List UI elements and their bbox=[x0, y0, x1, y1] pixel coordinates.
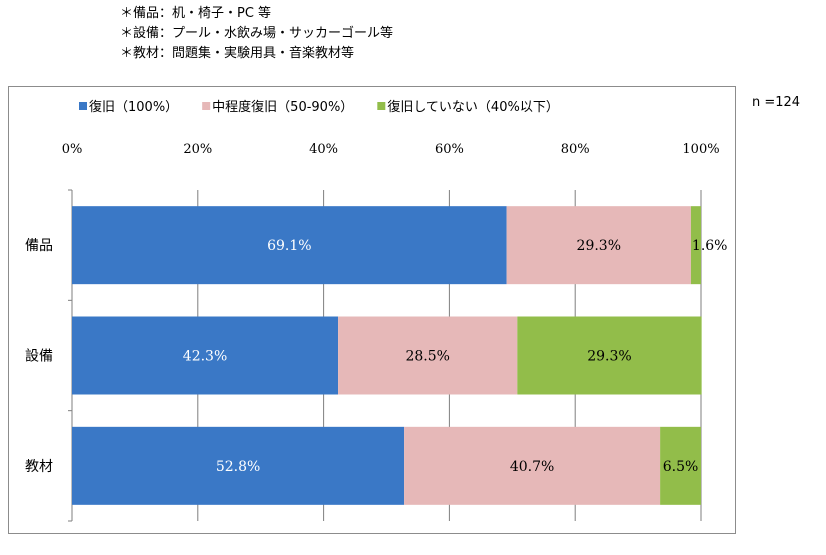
note-facilities: ＊設備：プール・水飲み場・サッカーゴール等 bbox=[120, 26, 394, 41]
category-label-3: 教材 bbox=[25, 459, 53, 475]
bar-3-series-1 bbox=[72, 426, 405, 505]
note-equipment: ＊備品：机・椅子・PC 等 bbox=[120, 6, 272, 21]
x-tick-label-4: 80% bbox=[561, 142, 590, 157]
data-label-3-1: 52.8% bbox=[216, 459, 260, 475]
stacked-bar-chart: 復旧（100%） 中程度復旧（50-90%） 復旧していない（40%以下） 0% 20%… bbox=[25, 99, 728, 522]
category-notes: ＊備品：机・椅子・PC 等 ＊設備：プール・水飲み場・サッカーゴール等 ＊教材：… bbox=[120, 4, 393, 64]
bar-2-series-3 bbox=[517, 316, 702, 395]
bar-1-series-1 bbox=[72, 206, 507, 285]
data-label-1-1: 69.1% bbox=[267, 238, 311, 254]
data-label-2-3: 29.3% bbox=[587, 349, 631, 365]
sample-size-label: n =124 bbox=[752, 95, 801, 110]
legend-label-2: 中程度復旧（50-90%） bbox=[212, 99, 353, 115]
data-label-3-3: 6.5% bbox=[663, 459, 699, 475]
bar-3-series-3 bbox=[660, 426, 701, 505]
x-tick-label-2: 40% bbox=[309, 142, 338, 157]
x-tick-label-5: 100% bbox=[682, 142, 719, 157]
data-label-1-2: 29.3% bbox=[577, 238, 621, 254]
data-label-3-2: 40.7% bbox=[510, 459, 554, 475]
category-label-1: 備品 bbox=[25, 238, 53, 254]
bar-1-series-3 bbox=[690, 206, 701, 285]
legend-swatch-1 bbox=[79, 102, 87, 110]
legend-label-1: 復旧（100%） bbox=[89, 99, 178, 115]
data-label-1-3: 1.6% bbox=[692, 238, 728, 254]
chart-frame: 復旧（100%） 中程度復旧（50-90%） 復旧していない（40%以下） 0% 20%… bbox=[8, 86, 736, 534]
legend-swatch-3 bbox=[377, 102, 386, 110]
x-tick-label-1: 20% bbox=[183, 142, 212, 157]
x-tick-label-0: 0% bbox=[62, 142, 83, 157]
note-materials: ＊教材：問題集・実験用具・音楽教材等 bbox=[120, 46, 355, 61]
bar-1-series-2 bbox=[506, 206, 691, 285]
legend-swatch-2 bbox=[202, 102, 211, 110]
data-label-2-1: 42.3% bbox=[183, 349, 227, 365]
bar-2-series-1 bbox=[72, 316, 339, 395]
x-tick-label-3: 60% bbox=[435, 142, 464, 157]
bar-2-series-2 bbox=[338, 316, 518, 395]
legend-label-3: 復旧していない（40%以下） bbox=[387, 99, 559, 115]
category-label-2: 設備 bbox=[25, 349, 53, 365]
data-label-2-2: 28.5% bbox=[405, 349, 449, 365]
bar-3-series-2 bbox=[404, 426, 661, 505]
